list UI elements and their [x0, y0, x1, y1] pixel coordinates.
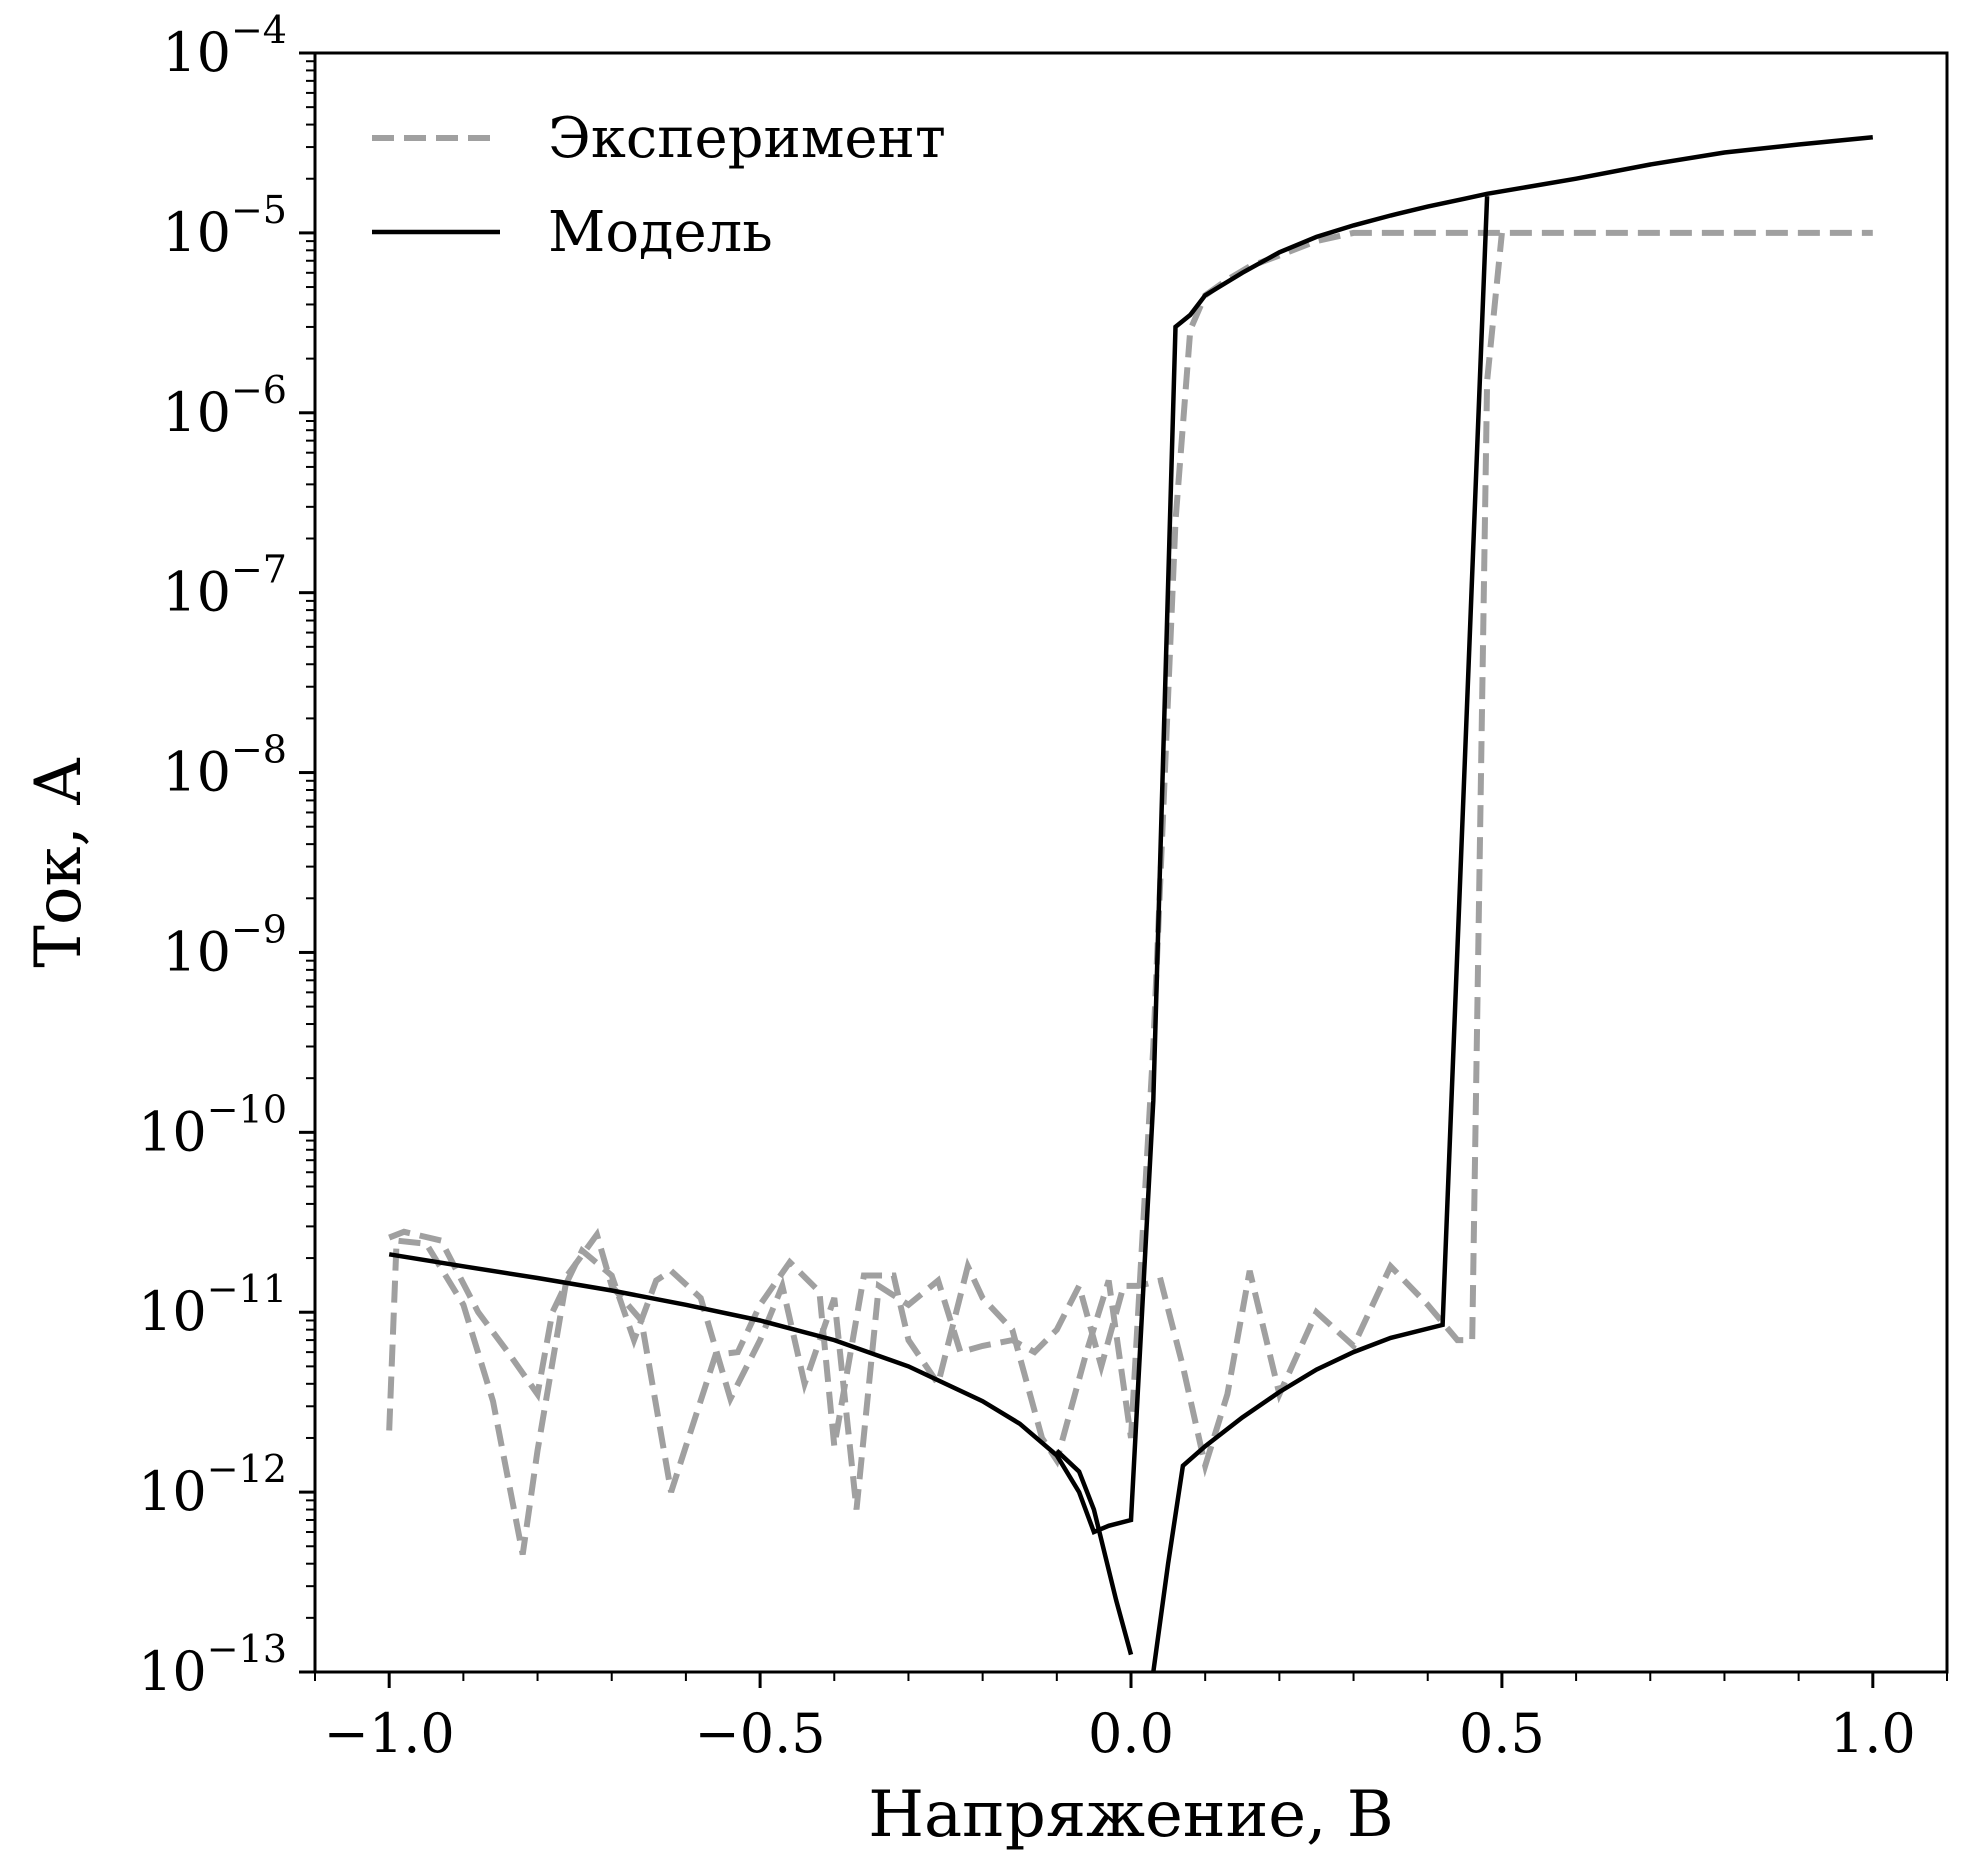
y-tick-label: 10−9: [162, 907, 287, 983]
x-axis: −1.0 −0.5 0.0 0.5 1.0: [314, 1672, 1948, 1765]
y-tick-label: 10−11: [138, 1267, 287, 1343]
y-tick-label: 10−10: [138, 1087, 287, 1163]
y-tick-label: 10−6: [162, 368, 287, 444]
legend: Эксперимент Модель: [372, 106, 946, 265]
legend-label: Эксперимент: [548, 106, 946, 171]
y-axis-label: Ток, А: [22, 757, 96, 967]
x-axis-label: Напряжение, В: [868, 1778, 1394, 1852]
x-tick-label: 0.5: [1459, 1702, 1545, 1765]
model-line: [1151, 196, 1490, 1672]
y-tick-label: 10−8: [162, 728, 287, 804]
series-layer: [386, 135, 1874, 1672]
experiment-line: [386, 229, 1873, 1556]
model-line: [1055, 1449, 1134, 1656]
y-tick-label: 10−12: [138, 1447, 287, 1523]
y-tick-label: 10−4: [162, 8, 287, 84]
y-tick-label: 10−7: [162, 548, 287, 624]
x-tick-label: 1.0: [1830, 1702, 1916, 1765]
model-line: [388, 135, 1874, 1535]
legend-label: Модель: [548, 200, 773, 265]
x-tick-label: −1.0: [324, 1702, 455, 1765]
x-tick-label: 0.0: [1088, 1702, 1174, 1765]
y-tick-label: 10−5: [162, 188, 287, 264]
y-tick-label: 10−13: [138, 1627, 287, 1703]
y-axis: 10−13 10−12 10−11 10−10 10−9 10−8 10−7 10−6 10−5…: [138, 8, 315, 1703]
experiment-line: [388, 232, 1505, 1510]
x-tick-label: −0.5: [695, 1702, 826, 1765]
